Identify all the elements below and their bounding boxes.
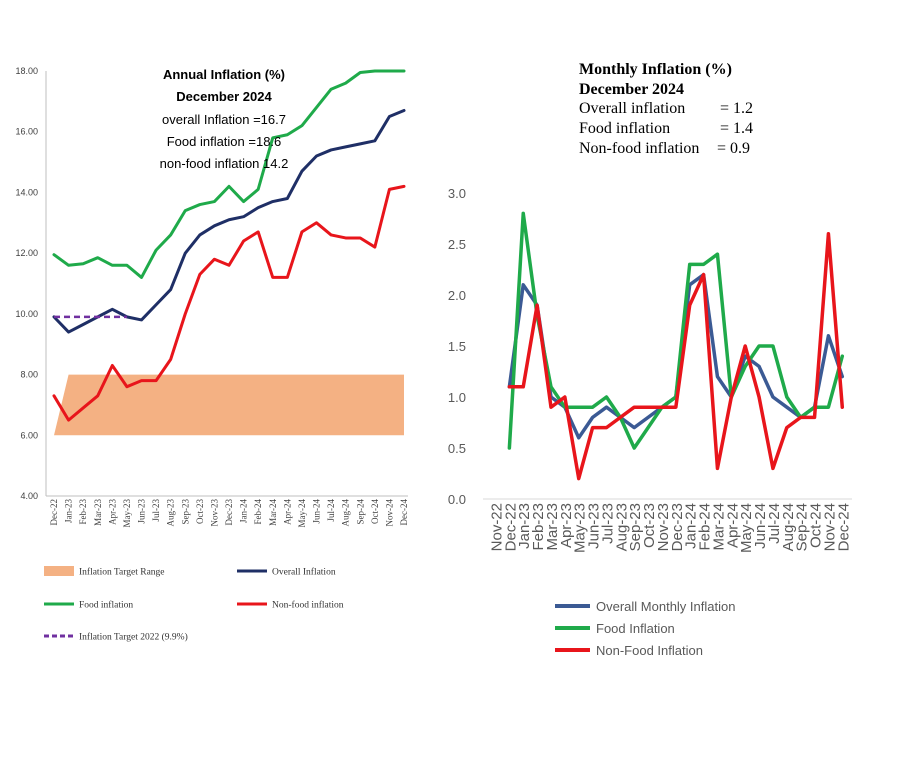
monthly-x-tick-label: Dec-22 [502, 503, 519, 551]
annual-series-overall-inflation [52, 108, 406, 334]
monthly-y-tick-label: 0.0 [448, 492, 466, 507]
annual-x-tick-label: Oct-24 [370, 499, 380, 524]
legend-label: Food inflation [79, 600, 133, 611]
annual-x-tick-label: Aug-24 [341, 499, 351, 527]
annual-x-tick-label: Apr-23 [107, 499, 117, 525]
annual-x-tick-label: Feb-24 [253, 499, 263, 525]
annual-x-tick-label: Nov-23 [209, 499, 219, 527]
annual-y-tick-label: 14.00 [15, 187, 38, 197]
monthly-annotation-label: Food inflation [579, 120, 670, 137]
monthly-x-tick-label: Nov-24 [821, 503, 838, 551]
monthly-y-tick-label: 3.0 [448, 186, 466, 201]
annual-series-non-food-inflation [52, 184, 406, 422]
monthly-annotation-value: = 0.9 [717, 140, 750, 157]
monthly-annotation-value: = 1.4 [720, 120, 753, 137]
monthly-x-tick-label: Oct-23 [641, 503, 658, 548]
annual-y-tick-label: 10.00 [15, 309, 38, 319]
annual-inflation-chart: 4.00 6.00 8.00 10.00 12.00 14.00 16.00 18.00 Dec… [15, 66, 409, 643]
monthly-x-tick-label: May-24 [738, 503, 755, 553]
monthly-annotation-label: Overall inflation [579, 100, 685, 117]
monthly-x-tick-label: Mar-24 [710, 503, 727, 551]
annual-y-tick-label: 12.00 [15, 248, 38, 258]
monthly-y-tick-label: 0.5 [448, 441, 466, 456]
monthly-x-tick-label: Nov-23 [655, 503, 672, 551]
legend-label: Inflation Target 2022 (9.9%) [79, 632, 188, 643]
annual-x-tick-label: Dec-22 [49, 499, 59, 526]
annual-x-tick-label: Oct-23 [195, 499, 205, 524]
annual-x-tick-label: Dec-24 [399, 499, 409, 526]
monthly-x-tick-label: Nov-22 [489, 503, 506, 551]
annual-x-tick-label: Apr-24 [282, 499, 292, 525]
monthly-x-tick-label: Jan-24 [683, 503, 700, 549]
annual-series-food-inflation [52, 69, 406, 279]
monthly-x-tick-label: Jul-23 [599, 503, 616, 544]
monthly-x-tick-label: Oct-24 [808, 503, 825, 548]
monthly-x-tick-label: Apr-24 [724, 503, 741, 548]
monthly-legend-label: Non-Food Inflation [596, 643, 703, 658]
monthly-x-tick-label: Jun-24 [752, 503, 769, 549]
annual-x-tick-label: Jun-24 [312, 499, 322, 524]
monthly-x-tick-label: Jul-24 [766, 503, 783, 544]
monthly-inflation-chart: 0.00.51.01.52.02.53.0Nov-22Dec-22Jan-23F… [448, 61, 852, 658]
monthly-legend-label: Food Inflation [596, 621, 675, 636]
annual-x-tick-label: Jan-23 [64, 499, 74, 523]
monthly-y-tick-label: 1.0 [448, 390, 466, 405]
annual-x-tick-label: Sep-24 [355, 499, 365, 525]
monthly-x-tick-label: Aug-23 [613, 503, 630, 551]
annual-y-tick-label: 16.00 [15, 127, 38, 137]
annual-y-tick-label: 8.00 [20, 370, 38, 380]
annual-x-tick-label: Nov-24 [384, 499, 394, 527]
monthly-x-tick-label: Jun-23 [586, 503, 603, 549]
monthly-series-overall-monthly-inflation [507, 272, 845, 440]
annual-chart-subtitle: December 2024 [176, 89, 272, 104]
monthly-y-tick-label: 2.0 [448, 288, 466, 303]
annual-x-tick-label: Mar-24 [268, 499, 278, 526]
legend-label: Inflation Target Range [79, 567, 165, 578]
annual-x-tick-label: Jan-24 [239, 499, 249, 523]
monthly-chart-subtitle: December 2024 [579, 81, 684, 98]
monthly-annotation-value: = 1.2 [720, 100, 753, 117]
monthly-x-tick-label: Feb-24 [697, 503, 714, 551]
monthly-annotation-label: Non-food inflation [579, 140, 699, 157]
legend-label: Overall Inflation [272, 567, 336, 578]
monthly-legend-label: Overall Monthly Inflation [596, 599, 735, 614]
annual-x-tick-label: Jun-23 [137, 499, 147, 524]
annual-x-tick-label: Mar-23 [93, 499, 103, 526]
annual-x-tick-label: Sep-23 [180, 499, 190, 525]
annual-y-tick-label: 6.00 [20, 430, 38, 440]
monthly-series-non-food-inflation [507, 232, 845, 481]
target-range-area [54, 374, 404, 436]
annual-chart-title: Annual Inflation (%) [163, 67, 285, 82]
monthly-x-tick-label: Apr-23 [558, 503, 575, 548]
annual-x-tick-label: May-23 [122, 499, 132, 528]
monthly-y-tick-label: 2.5 [448, 237, 466, 252]
annual-y-tick-label: 18.00 [15, 66, 38, 76]
monthly-x-tick-label: May-23 [572, 503, 589, 553]
monthly-y-tick-label: 1.5 [448, 339, 466, 354]
monthly-x-tick-label: Aug-24 [780, 503, 797, 551]
annual-y-tick-label: 4.00 [20, 491, 38, 501]
annual-x-tick-label: May-24 [297, 499, 307, 528]
annual-x-tick-label: Dec-23 [224, 499, 234, 526]
annual-x-tick-label: Jul-24 [326, 499, 336, 522]
annual-x-tick-label: Feb-23 [78, 499, 88, 525]
monthly-x-tick-label: Feb-23 [530, 503, 547, 551]
annual-x-tick-label: Aug-23 [166, 499, 176, 527]
annual-annotation: non-food inflation 14.2 [160, 156, 289, 171]
monthly-x-tick-label: Sep-23 [627, 503, 644, 551]
monthly-x-tick-label: Dec-23 [669, 503, 686, 551]
monthly-chart-title: Monthly Inflation (%) [579, 61, 732, 78]
annual-annotation: overall Inflation =16.7 [162, 112, 286, 127]
monthly-x-tick-label: Jan-23 [516, 503, 533, 549]
monthly-x-tick-label: Mar-23 [544, 503, 561, 551]
legend-label: Non-food inflation [272, 600, 344, 611]
legend-swatch-target-range [44, 566, 74, 576]
annual-x-tick-label: Jul-23 [151, 499, 161, 522]
monthly-x-tick-label: Sep-24 [794, 503, 811, 551]
monthly-x-tick-label: Dec-24 [835, 503, 852, 551]
annual-annotation: Food inflation =18.6 [167, 134, 282, 149]
